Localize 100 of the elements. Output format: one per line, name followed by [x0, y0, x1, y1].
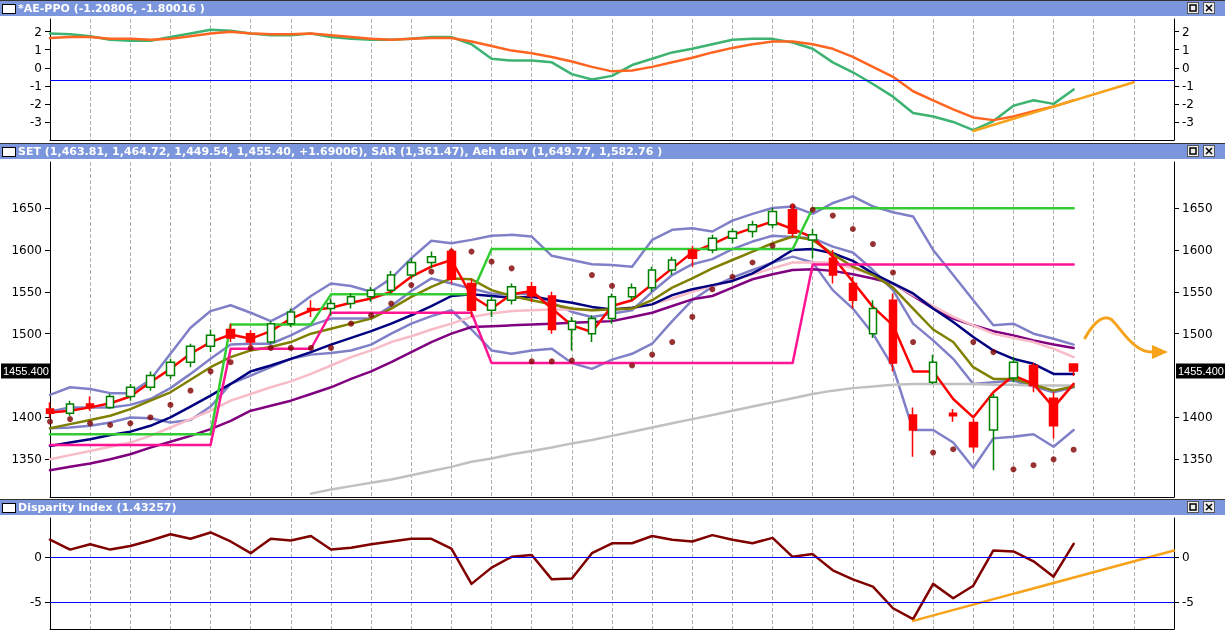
candlestick [85, 395, 95, 412]
candlestick [868, 299, 878, 339]
candlestick [386, 270, 396, 295]
candlestick [125, 383, 136, 402]
point [107, 421, 114, 428]
point [147, 414, 154, 421]
point [227, 359, 234, 366]
point [267, 344, 274, 351]
candlestick [486, 295, 497, 318]
candlestick [1008, 356, 1019, 384]
point [127, 420, 134, 427]
point [749, 259, 756, 266]
candlestick [707, 234, 718, 255]
candlestick [165, 358, 176, 380]
candlestick [1068, 362, 1079, 377]
candlestick [466, 278, 477, 318]
point [568, 357, 575, 364]
candlestick [647, 265, 657, 293]
point [1010, 466, 1017, 473]
candlestick [205, 328, 216, 353]
y-tick-label: 1350 [11, 452, 42, 467]
point [990, 349, 997, 356]
chart-title: SET (1,463.81, 1,464.72, 1,449.54, 1,455.40, +1.69006), SAR (1,361.47), Aeh darv (1,649.77, 1,582.76 ) [18, 145, 663, 158]
point [869, 241, 876, 248]
y2-tick-label: 1350 [1182, 452, 1213, 467]
point [849, 226, 856, 232]
point [67, 416, 74, 423]
candlestick [807, 228, 818, 260]
candlestick [185, 342, 196, 368]
point [809, 206, 816, 213]
point [1070, 446, 1077, 453]
candlestick [506, 282, 517, 306]
candlestick [828, 249, 838, 285]
point [247, 344, 254, 351]
y2-tick-label: 0 [1182, 549, 1190, 564]
chart-title: Disparity Index (1.43257) [18, 501, 177, 514]
point [588, 272, 595, 279]
y-tick-label: -5 [30, 594, 42, 609]
candlestick [607, 292, 617, 325]
candlestick [366, 286, 376, 303]
candlestick [306, 299, 316, 318]
point [307, 344, 314, 351]
point [970, 339, 977, 346]
point [930, 449, 937, 456]
y-tick-label: 0 [34, 60, 42, 75]
point [328, 344, 334, 351]
candlestick [65, 399, 75, 417]
y-tick-label: -1 [30, 78, 42, 93]
y2-tick-label: -2 [1182, 96, 1194, 111]
candlestick [747, 219, 758, 239]
y2-tick-label: 1550 [1182, 284, 1213, 299]
point [468, 248, 475, 255]
point [47, 418, 53, 425]
y2-tick-label: -5 [1182, 594, 1194, 609]
candlestick [286, 307, 296, 328]
point [207, 368, 214, 375]
point [729, 273, 736, 280]
candlestick [767, 207, 778, 229]
candlestick [346, 292, 356, 310]
point [769, 242, 776, 249]
point [1050, 456, 1057, 463]
point [87, 420, 94, 427]
point [388, 300, 395, 307]
y2-tick-label: 1500 [1182, 326, 1213, 341]
y-tick-label: 2 [34, 24, 42, 39]
y2-tick-label: 1600 [1182, 242, 1213, 257]
point [829, 212, 836, 219]
y-tick-label: 0 [34, 549, 42, 564]
point [910, 339, 917, 346]
y2-tick-label: 1650 [1182, 201, 1213, 216]
point [548, 358, 555, 365]
candlestick [687, 245, 698, 268]
y-tick-label: 1550 [11, 284, 42, 299]
candlestick [547, 291, 557, 335]
point [428, 268, 435, 275]
candlestick [1028, 362, 1039, 394]
y2-tick-label: 1 [1182, 42, 1190, 57]
point [950, 446, 957, 453]
candlestick [266, 320, 276, 345]
y-tick-label: 1400 [11, 410, 42, 425]
point [890, 269, 896, 276]
y2-tick-label: 2 [1182, 24, 1190, 39]
candlestick [888, 292, 898, 373]
y-tick-label: 1650 [11, 201, 42, 216]
point [649, 351, 656, 358]
y-tick-label: -2 [30, 96, 42, 111]
candlestick [225, 322, 236, 343]
point [1030, 462, 1037, 469]
point [609, 282, 615, 289]
point [287, 344, 294, 351]
y-tick-label: 1600 [11, 242, 42, 257]
candlestick [567, 316, 577, 352]
point [167, 401, 174, 408]
y2-tick-label: 1400 [1182, 410, 1213, 425]
candlestick [526, 281, 537, 303]
candlestick [948, 408, 958, 423]
point [629, 362, 636, 369]
text: 1455.400 [3, 365, 49, 378]
candlestick [928, 353, 938, 385]
point [348, 320, 355, 327]
